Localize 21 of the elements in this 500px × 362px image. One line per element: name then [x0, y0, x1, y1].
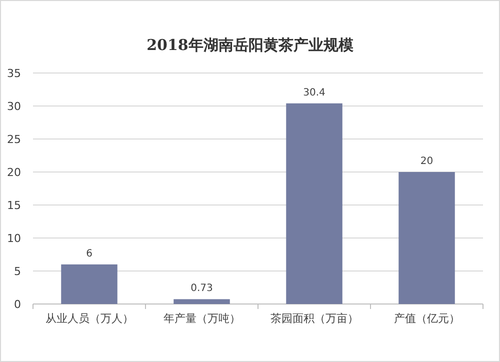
y-tick-label: 0: [14, 298, 21, 311]
bar: [398, 172, 455, 304]
x-tick-label: 茶园面积（万亩）: [270, 312, 358, 325]
x-tick-label: 产值（亿元）: [394, 312, 460, 325]
y-tick-label: 10: [7, 232, 21, 245]
x-tick-label: 从业人员（万人）: [45, 312, 134, 325]
y-tick-label: 25: [7, 133, 21, 146]
y-tick-label: 30: [7, 100, 21, 113]
y-tick-label: 35: [7, 67, 21, 80]
y-tick-label: 15: [7, 199, 21, 212]
bar: [174, 299, 230, 304]
y-tick-label: 5: [14, 265, 21, 278]
y-tick-label: 20: [7, 166, 21, 179]
data-label: 6: [86, 248, 92, 260]
data-label: 20: [420, 156, 434, 167]
chart-title: 2018年湖南岳阳黄茶产业规模: [146, 36, 354, 54]
data-label: 0.73: [190, 283, 213, 294]
data-label: 30.4: [303, 87, 326, 98]
bar: [61, 264, 118, 304]
x-tick-label: 年产量（万吨）: [163, 312, 240, 325]
bar: [286, 103, 342, 304]
